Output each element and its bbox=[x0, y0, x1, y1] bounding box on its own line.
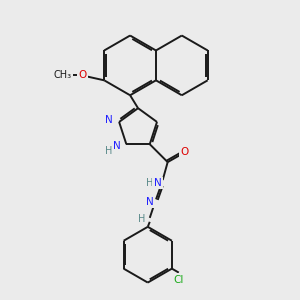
Text: CH₃: CH₃ bbox=[53, 70, 71, 80]
Text: O: O bbox=[78, 70, 86, 80]
Text: H: H bbox=[138, 214, 146, 224]
Text: Cl: Cl bbox=[174, 274, 184, 285]
Text: N: N bbox=[105, 115, 113, 125]
Text: N: N bbox=[146, 197, 154, 207]
Text: H: H bbox=[105, 146, 112, 156]
Text: H: H bbox=[146, 178, 153, 188]
Text: O: O bbox=[181, 147, 189, 157]
Text: N: N bbox=[112, 141, 120, 151]
Text: N: N bbox=[154, 178, 162, 188]
